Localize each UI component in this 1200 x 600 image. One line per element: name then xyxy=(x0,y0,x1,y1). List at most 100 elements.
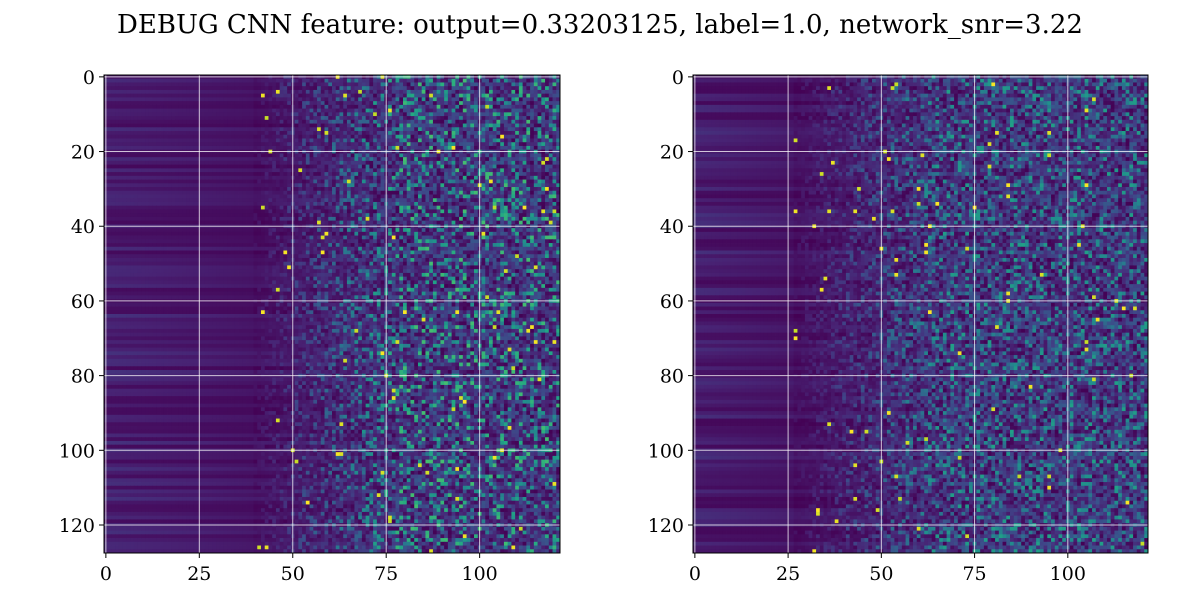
heatmap-cell xyxy=(459,206,463,210)
heatmap-cell xyxy=(429,209,433,213)
heatmap-cell xyxy=(130,183,134,187)
heatmap-cell xyxy=(538,131,542,135)
heatmap-cell xyxy=(485,213,489,217)
heatmap-cell xyxy=(212,82,216,86)
heatmap-cell xyxy=(489,94,493,98)
heatmap-cell xyxy=(138,131,142,135)
heatmap-cell xyxy=(186,191,190,195)
heatmap-cell xyxy=(130,202,134,206)
heatmap-cell xyxy=(448,127,452,131)
heatmap-cell xyxy=(407,124,411,128)
heatmap-cell xyxy=(339,142,343,146)
heatmap-cell xyxy=(519,120,523,124)
heatmap-cell xyxy=(328,176,332,180)
heatmap-cell xyxy=(201,213,205,217)
heatmap-cell xyxy=(325,221,329,225)
heatmap-cell xyxy=(168,82,172,86)
heatmap-cell xyxy=(388,183,392,187)
heatmap-cell xyxy=(444,120,448,124)
heatmap-cell xyxy=(268,101,272,105)
heatmap-cell xyxy=(526,202,530,206)
heatmap-cell xyxy=(396,116,400,120)
heatmap-cell xyxy=(354,142,358,146)
heatmap-cell xyxy=(459,86,463,90)
heatmap-cell xyxy=(145,142,149,146)
heatmap-cell xyxy=(123,213,127,217)
heatmap-cell xyxy=(246,165,250,169)
heatmap-cell xyxy=(250,198,254,202)
heatmap-cell xyxy=(313,202,317,206)
heatmap-cell xyxy=(489,101,493,105)
heatmap-cell xyxy=(549,187,553,191)
heatmap-cell xyxy=(425,206,429,210)
heatmap-cell xyxy=(254,217,258,221)
heatmap-cell xyxy=(119,176,123,180)
heatmap-cell xyxy=(339,79,343,83)
heatmap-cell xyxy=(164,97,168,101)
heatmap-cell xyxy=(242,101,246,105)
heatmap-cell xyxy=(235,142,239,146)
heatmap-cell xyxy=(500,206,504,210)
heatmap-cell xyxy=(470,146,474,150)
heatmap-cell xyxy=(212,94,216,98)
heatmap-cell xyxy=(115,168,119,172)
heatmap-cell xyxy=(500,168,504,172)
heatmap-cell xyxy=(145,198,149,202)
heatmap-cell xyxy=(369,142,373,146)
heatmap-cell xyxy=(276,221,280,225)
heatmap-cell xyxy=(321,187,325,191)
heatmap-cell xyxy=(134,176,138,180)
heatmap-cell xyxy=(369,180,373,184)
heatmap-cell xyxy=(459,161,463,165)
heatmap-cell xyxy=(123,221,127,225)
heatmap-cell xyxy=(396,168,400,172)
heatmap-cell xyxy=(265,109,269,113)
heatmap-cell xyxy=(392,82,396,86)
heatmap-cell xyxy=(321,176,325,180)
heatmap-cell xyxy=(437,109,441,113)
heatmap-cell xyxy=(201,172,205,176)
heatmap-cell xyxy=(418,191,422,195)
heatmap-cell xyxy=(123,112,127,116)
heatmap-cell xyxy=(265,180,269,184)
heatmap-cell xyxy=(302,105,306,109)
heatmap-cell xyxy=(126,124,130,128)
heatmap-cell xyxy=(265,195,269,199)
heatmap-cell xyxy=(246,127,250,131)
heatmap-cell xyxy=(212,187,216,191)
heatmap-cell xyxy=(141,116,145,120)
heatmap-cell xyxy=(358,112,362,116)
heatmap-cell xyxy=(171,161,175,165)
heatmap-cell xyxy=(298,127,302,131)
heatmap-cell xyxy=(396,112,400,116)
heatmap-cell xyxy=(437,187,441,191)
heatmap-cell xyxy=(310,153,314,157)
heatmap-cell xyxy=(452,105,456,109)
heatmap-cell xyxy=(429,146,433,150)
heatmap-cell xyxy=(268,120,272,124)
heatmap-cell xyxy=(250,176,254,180)
heatmap-cell xyxy=(123,202,127,206)
heatmap-cell xyxy=(209,127,213,131)
heatmap-cell xyxy=(433,112,437,116)
heatmap-cell xyxy=(504,116,508,120)
heatmap-cell xyxy=(272,120,276,124)
heatmap-cell xyxy=(485,191,489,195)
heatmap-cell xyxy=(160,79,164,83)
heatmap-cell xyxy=(470,142,474,146)
heatmap-cell xyxy=(280,183,284,187)
heatmap-cell xyxy=(306,187,310,191)
heatmap-cell xyxy=(310,221,314,225)
heatmap-cell xyxy=(239,142,243,146)
heatmap-cell xyxy=(224,109,228,113)
heatmap-cell xyxy=(246,82,250,86)
heatmap-cell xyxy=(134,180,138,184)
heatmap-cell xyxy=(134,79,138,83)
heatmap-cell xyxy=(321,101,325,105)
heatmap-cell xyxy=(508,161,512,165)
heatmap-cell xyxy=(119,94,123,98)
heatmap-cell xyxy=(130,168,134,172)
heatmap-cell xyxy=(310,183,314,187)
heatmap-cell xyxy=(298,172,302,176)
